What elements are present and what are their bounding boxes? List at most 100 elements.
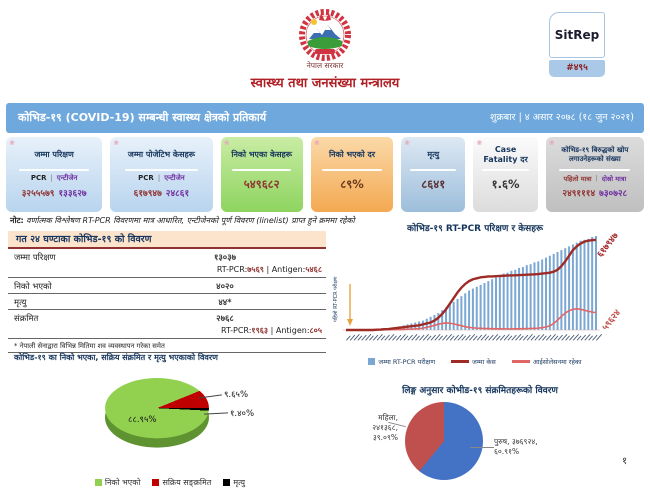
virus-decoration-icon: ❀: [313, 139, 320, 147]
gender-pie-callout-female: महिला, २४१३६८, ३९.०९%: [336, 413, 398, 443]
stat-card-title: निको भएको दर: [328, 149, 376, 159]
ministry-name: स्वास्थ्य तथा जनसंख्या मन्त्रालय: [250, 76, 400, 91]
legend-label: जम्मा केस: [472, 358, 496, 366]
pie-callout-line: पुरुष, ३७६९२४,: [494, 437, 538, 446]
trend-chart: पहिलो RT-PCR परीक्षण: [332, 236, 603, 341]
nepal-emblem-icon: [299, 9, 351, 61]
card-col2-label: दोस्रो मात्रा: [601, 175, 627, 183]
virus-decoration-icon: ❀: [548, 139, 555, 147]
legend-swatch: [94, 479, 102, 486]
legend-item: सक्रिय सङ्क्रमित: [152, 477, 211, 488]
government-name: नेपाल सरकार: [306, 61, 344, 70]
virus-decoration-icon: ❀: [476, 139, 483, 147]
pie-callout-line: ३९.०९%: [372, 433, 398, 443]
pie-label-active: ९.६५%: [224, 390, 249, 400]
table-row-value: १३०३७: [213, 252, 237, 263]
pie-callout-line: २४१३६८,: [372, 423, 398, 433]
table-row-label: मृत्यु: [14, 297, 27, 308]
card-col2-value: ७३०७२८: [599, 189, 628, 199]
card-divider: [232, 169, 292, 171]
table-row-value: २७६८: [216, 313, 234, 324]
virus-decoration-icon: ❀: [9, 139, 15, 147]
pie-callout-line: ६०.९१%: [494, 447, 520, 457]
trend-chart-title: कोभिड-१९ RT-PCR परिक्षण र केसहरू: [406, 224, 544, 234]
card-values-row: ३२५५५७९ १३३६२७: [6, 186, 102, 199]
stat-card-title: जम्मा परिक्षण: [34, 149, 74, 159]
stat-cards: ❀ जम्मा परिक्षण PCR | एन्टीजेन ३२५५५७९ १३३६२७ ❀…: [6, 137, 644, 212]
card-col2-label: एन्टीजेन: [164, 174, 185, 182]
legend-swatch-line: [451, 360, 470, 363]
note-label: नोट:: [10, 216, 24, 225]
stat-card-title: मृत्यु: [427, 149, 440, 159]
stat-card-value: ८९%: [340, 177, 364, 191]
stat-card-title: निको भएका केसहरू: [231, 149, 292, 159]
page-number: १: [622, 456, 628, 467]
gender-pie-title: लिङ्ग अनुसार कोभीड-१९ संक्रमितहरूको विवर…: [402, 386, 558, 396]
last24-table: गत २४ घण्टाका कोभिड-१९ को विवरण जम्मा पर…: [8, 231, 326, 353]
stat-card: ❀ मृत्यु ८६४१: [401, 137, 466, 212]
card-col1-value: २४९१११४: [562, 189, 596, 199]
card-values-row: ६१७९४७ २४८६१: [110, 186, 212, 199]
legend-label: मृत्यु: [233, 478, 246, 487]
table-row-breakdown: RT-PCR:७५६९ | Antigen:५४६८: [216, 265, 322, 274]
virus-decoration-icon: ❀: [113, 139, 120, 147]
stat-card: ❀ कोभिड-१९ बिरुद्धको खोप लगाउनेहरूको संख्…: [545, 137, 644, 212]
table-row: जम्मा परिक्षण १३०३७: [8, 249, 326, 264]
legend-swatch: [152, 479, 160, 486]
table-row-value: ४४*: [218, 297, 232, 308]
card-values-row: २४९१११४ ७३०७२८: [546, 186, 644, 199]
legend-swatch: [223, 479, 231, 486]
stat-card-value: ८६४१: [421, 177, 446, 191]
legend-label: सक्रिय सङ्क्रमित: [162, 478, 212, 487]
card-labels-row: PCR | एन्टीजेन: [30, 174, 78, 182]
stat-card-title: Case Fatality दर: [483, 144, 528, 164]
report-date: शुक्रबार | ४ असार २०७८ (१८ जुन २०२१): [490, 112, 634, 123]
stat-card: ❀ निको भएको दर ८९%: [310, 137, 394, 212]
table-row-label: संक्रमित: [14, 313, 39, 324]
sitrep-number: #४९५: [549, 60, 605, 77]
card-divider: [19, 169, 89, 171]
table-row: संक्रमित २७६८: [8, 309, 326, 325]
report-title-bar: कोभिड-१९ (COVID-19) सम्बन्धी स्वास्थ्य क…: [6, 103, 644, 133]
legend-swatch-bar: [368, 358, 376, 365]
card-divider: [559, 169, 631, 171]
stat-card-value: ५४९६८२: [243, 177, 280, 191]
legend-item: निको भएको: [94, 477, 141, 488]
trend-legend: जम्मा RT-PCR परीक्षण जम्मा केस आईसोलेसनमा …: [330, 357, 620, 366]
virus-decoration-icon: ❀: [223, 139, 230, 147]
sitrep-badge: SitRep: [549, 12, 605, 58]
card-labels-row: PCR | एन्टीजेन: [138, 174, 185, 182]
gender-pie: [405, 402, 483, 480]
card-divider: [124, 169, 199, 171]
pie-leader-death: [203, 412, 229, 415]
pie-label-recovered: ८८.९५%: [128, 415, 157, 425]
card-col1-label: PCR: [30, 174, 47, 182]
last24-table-body: जम्मा परिक्षण १३०३७ RT-PCR:७५६९ | Antigen:…: [8, 249, 326, 353]
stat-card: ❀ जम्मा पोजेटिभ केसहरू PCR | एन्टीजेन ६१७९४७ २…: [110, 137, 213, 212]
recovered-active-death-pie: [105, 378, 209, 448]
card-col2-value: १३३६२७: [58, 189, 87, 199]
pie1-legend: निको भएको सक्रिय सङ्क्रमित मृत्यु: [50, 477, 290, 488]
legend-item: जम्मा केस: [451, 357, 496, 366]
last24-table-title: गत २४ घण्टाका कोभिड-१९ को विवरण: [8, 231, 326, 249]
stat-card-value: १.६%: [491, 177, 520, 191]
pie-label-death: १.४०%: [230, 409, 255, 419]
legend-label: जम्मा RT-PCR परीक्षण: [378, 358, 436, 366]
table-row-label: निको भएको: [14, 281, 52, 292]
legend-item: मृत्यु: [223, 477, 245, 488]
stat-card-title: जम्मा पोजेटिभ केसहरू: [127, 149, 195, 159]
gender-pie-callout-male: पुरुष, ३७६९२४, ६०.९१%: [494, 437, 584, 457]
legend-label: निको भएको: [104, 478, 141, 487]
svg-text:पहिलो RT-PCR परीक्षण: पहिलो RT-PCR परीक्षण: [332, 276, 339, 322]
card-labels-row: पहिलो मात्रा | दोस्रो मात्रा: [563, 174, 627, 183]
card-col1-value: ६१७९४७: [133, 189, 162, 199]
card-divider: [482, 169, 529, 171]
pie-3d-face: [105, 378, 209, 439]
table-row: निको भएको ४०२०: [8, 277, 326, 293]
note-text: वर्णात्मक विश्लेषण RT-PCR विवरणमा मात्र …: [26, 216, 355, 225]
note-line: नोट: वर्णात्मक विश्लेषण RT-PCR विवरणमा म…: [10, 215, 630, 226]
table-footnote: * नेपाली सेनाद्वारा विभिन्न मितिमा शव व्…: [8, 338, 326, 353]
table-row: मृत्यु ४४*: [8, 293, 326, 309]
table-row-breakdown: RT-PCR:१९६३ | Antigen:८०५: [220, 326, 322, 335]
